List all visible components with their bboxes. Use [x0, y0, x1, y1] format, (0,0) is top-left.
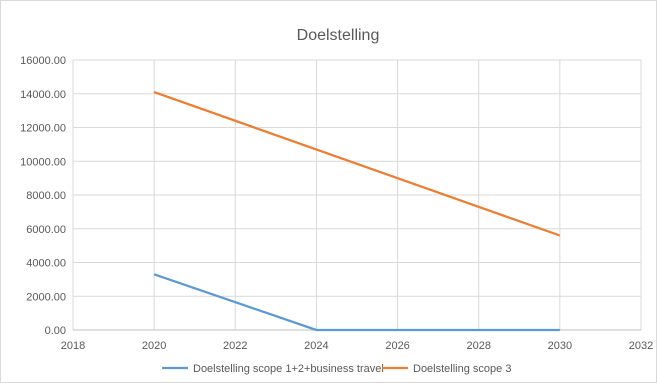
y-tick-label: 8000.00: [26, 190, 66, 202]
legend-label-1: Doelstelling scope 1+2+business travel: [193, 363, 384, 375]
x-tick-label: 2024: [304, 340, 328, 352]
y-tick-label: 10000.00: [20, 156, 66, 168]
x-tick-label: 2032: [629, 340, 653, 352]
x-tick-label: 2018: [61, 340, 85, 352]
series-lines: [153, 91, 561, 332]
y-tick-label: 0.00: [45, 325, 66, 337]
series-line-2: [153, 91, 561, 237]
y-tick-label: 6000.00: [26, 224, 66, 236]
legend: Doelstelling scope 1+2+business travel Do…: [162, 363, 511, 375]
y-tick-label: 16000.00: [20, 55, 66, 67]
x-tick-label: 2022: [223, 340, 247, 352]
x-tick-label: 2020: [142, 340, 166, 352]
y-tick-label: 4000.00: [26, 258, 66, 270]
axes: 0.00 2000.00 4000.00 6000.00 8000.00 10000.00…: [20, 55, 653, 352]
x-tick-label: 2026: [385, 340, 409, 352]
x-tick-label: 2030: [548, 340, 572, 352]
series-line-1: [153, 273, 560, 332]
y-tick-label: 14000.00: [20, 89, 66, 101]
legend-label-2: Doelstelling scope 3: [413, 363, 511, 375]
y-tick-label: 12000.00: [20, 123, 66, 135]
y-tick-label: 2000.00: [26, 291, 66, 303]
chart-title: Doelstelling: [297, 27, 380, 44]
x-tick-label: 2028: [466, 340, 490, 352]
gridlines: [72, 59, 642, 331]
